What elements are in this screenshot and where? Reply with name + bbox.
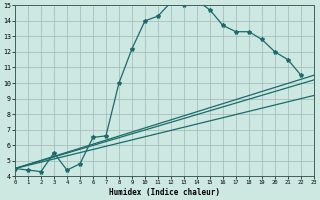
X-axis label: Humidex (Indice chaleur): Humidex (Indice chaleur) xyxy=(109,188,220,197)
